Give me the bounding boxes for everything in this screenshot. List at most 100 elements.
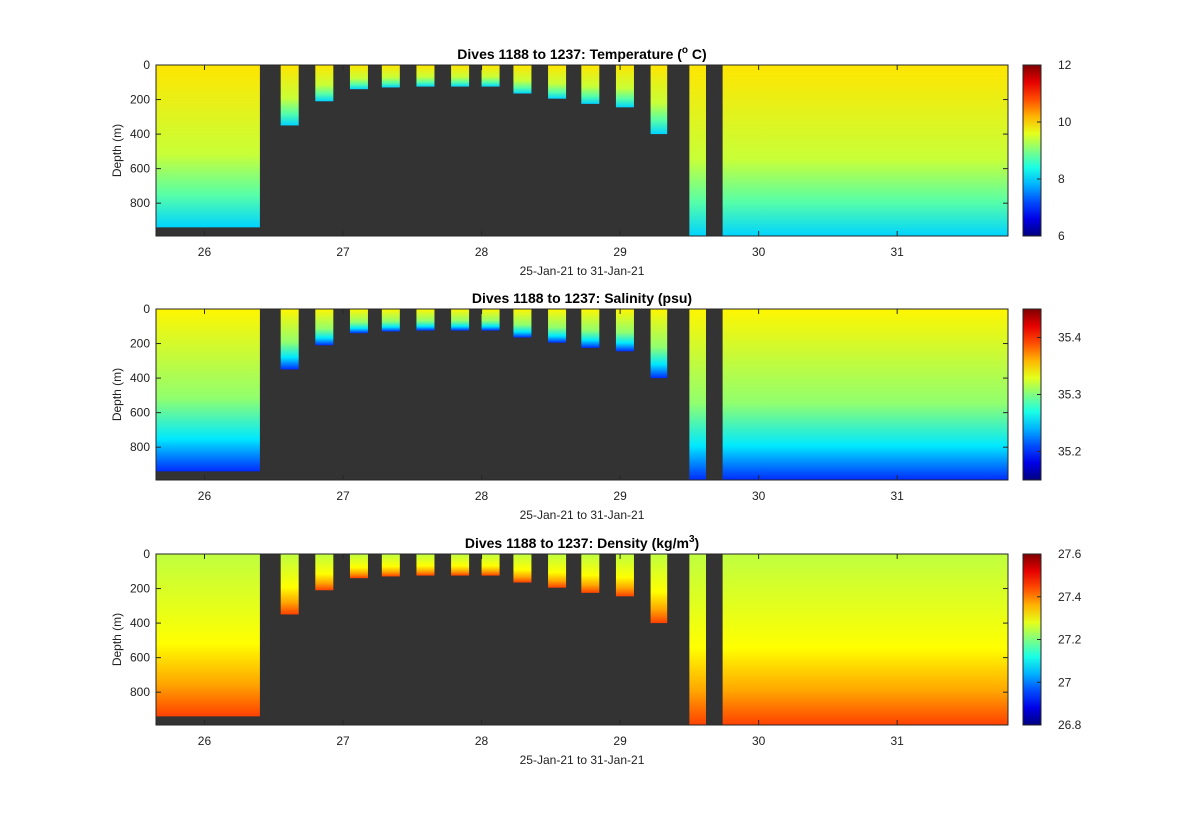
y-tick-label: 400	[130, 616, 150, 630]
x-tick-label: 26	[198, 489, 212, 503]
dive-profile	[722, 309, 1008, 480]
dive-profile	[689, 65, 706, 236]
panel-3: 26 27 28 29 30 31 0 200 400 600 800 Dives 1188 to 1…	[110, 534, 1082, 767]
y-tick-label: 200	[130, 93, 150, 107]
dive-profile	[513, 65, 532, 94]
x-tick-label: 29	[613, 734, 627, 748]
dive-profile	[315, 309, 334, 346]
dive-profile	[481, 554, 500, 576]
dive-profile	[548, 65, 567, 99]
x-tick-label: 30	[752, 489, 766, 503]
dive-profile	[349, 65, 368, 90]
colorbar	[1022, 64, 1042, 237]
dive-profile	[513, 309, 532, 338]
x-tick-label: 31	[890, 734, 904, 748]
dive-profile	[548, 554, 567, 588]
x-tick-label: 27	[336, 245, 350, 259]
dive-profile	[513, 554, 532, 583]
dive-profile	[315, 65, 334, 102]
dive-profile	[349, 554, 368, 579]
colorbar-tick-label: 35.3	[1058, 388, 1082, 402]
x-axis-label: 25-Jan-21 to 31-Jan-21	[520, 508, 645, 522]
dive-profile	[722, 65, 1008, 236]
x-tick-label: 29	[613, 489, 627, 503]
x-tick-label: 31	[890, 489, 904, 503]
x-tick-label: 28	[475, 734, 489, 748]
y-tick-label: 800	[130, 196, 150, 210]
dive-profile	[615, 554, 634, 597]
dive-profile	[451, 65, 470, 87]
dive-profile	[481, 309, 500, 331]
colorbar-tick-label: 12	[1058, 58, 1072, 72]
colorbar-tick-label: 8	[1058, 172, 1065, 186]
dive-profile	[689, 554, 706, 725]
panel-2: 26 27 28 29 30 31 0 200 400 600 800 Dives 1188 to 1…	[110, 290, 1082, 522]
y-tick-label: 0	[143, 58, 150, 72]
dive-profile	[156, 65, 260, 228]
y-tick-label: 400	[130, 371, 150, 385]
dive-profile	[280, 65, 299, 126]
y-tick-label: 0	[143, 547, 150, 561]
colorbar-tick-label: 27.2	[1058, 633, 1082, 647]
dive-profile	[416, 309, 435, 331]
dive-profile	[615, 309, 634, 352]
axes-box	[155, 308, 1009, 481]
colorbar-tick-label: 35.4	[1058, 331, 1082, 345]
x-tick-label: 27	[336, 489, 350, 503]
dive-profile	[650, 309, 668, 379]
y-tick-label: 600	[130, 162, 150, 176]
colorbar-tick-label: 27.6	[1058, 547, 1082, 561]
x-tick-label: 30	[752, 734, 766, 748]
colorbar-tick-label: 26.8	[1058, 718, 1082, 732]
dive-profile	[156, 309, 260, 472]
chart-title: Dives 1188 to 1237: Temperature (o C)	[457, 45, 706, 62]
dive-profile	[451, 554, 470, 576]
dive-profile	[416, 554, 435, 576]
axes-box	[155, 553, 1009, 726]
y-tick-label: 400	[130, 127, 150, 141]
y-axis-label: Depth (m)	[110, 124, 124, 177]
dive-profile	[416, 65, 435, 87]
chart-title: Dives 1188 to 1237: Salinity (psu)	[472, 290, 692, 306]
dive-profile	[349, 309, 368, 334]
y-axis-label: Depth (m)	[110, 368, 124, 421]
dive-profile	[650, 65, 668, 135]
dive-profile	[381, 65, 400, 88]
x-tick-label: 29	[613, 245, 627, 259]
y-tick-label: 600	[130, 406, 150, 420]
dive-profile	[615, 65, 634, 108]
colorbar-tick-label: 27	[1058, 675, 1072, 689]
y-tick-label: 600	[130, 651, 150, 665]
y-axis-label: Depth (m)	[110, 613, 124, 666]
y-tick-label: 200	[130, 582, 150, 596]
dive-profile	[548, 309, 567, 343]
x-axis-label: 25-Jan-21 to 31-Jan-21	[520, 753, 645, 767]
x-tick-label: 27	[336, 734, 350, 748]
colorbar-tick-label: 27.4	[1058, 590, 1082, 604]
x-tick-label: 28	[475, 245, 489, 259]
dive-profile	[381, 554, 400, 577]
dive-profile	[650, 554, 668, 624]
axes-box	[155, 64, 1009, 237]
dive-profile	[315, 554, 334, 591]
y-tick-label: 800	[130, 685, 150, 699]
dive-profile	[451, 309, 470, 331]
dive-profile	[581, 65, 600, 104]
dive-profile	[581, 309, 600, 348]
y-tick-label: 800	[130, 440, 150, 454]
dive-profile	[689, 309, 706, 480]
dive-profile	[481, 65, 500, 87]
y-tick-label: 0	[143, 302, 150, 316]
colorbar-tick-label: 6	[1058, 229, 1065, 243]
chart-title: Dives 1188 to 1237: Density (kg/m3)	[465, 534, 699, 551]
panel-1: 26 27 28 29 30 31 0 200 400 600 800 Dives 1188 to 1…	[110, 45, 1072, 278]
dive-profile	[280, 309, 299, 370]
x-tick-label: 30	[752, 245, 766, 259]
colorbar-tick-label: 10	[1058, 115, 1072, 129]
x-tick-label: 31	[890, 245, 904, 259]
colorbar-tick-label: 35.2	[1058, 445, 1082, 459]
x-tick-label: 26	[198, 734, 212, 748]
dive-profile	[280, 554, 299, 615]
x-tick-label: 28	[475, 489, 489, 503]
